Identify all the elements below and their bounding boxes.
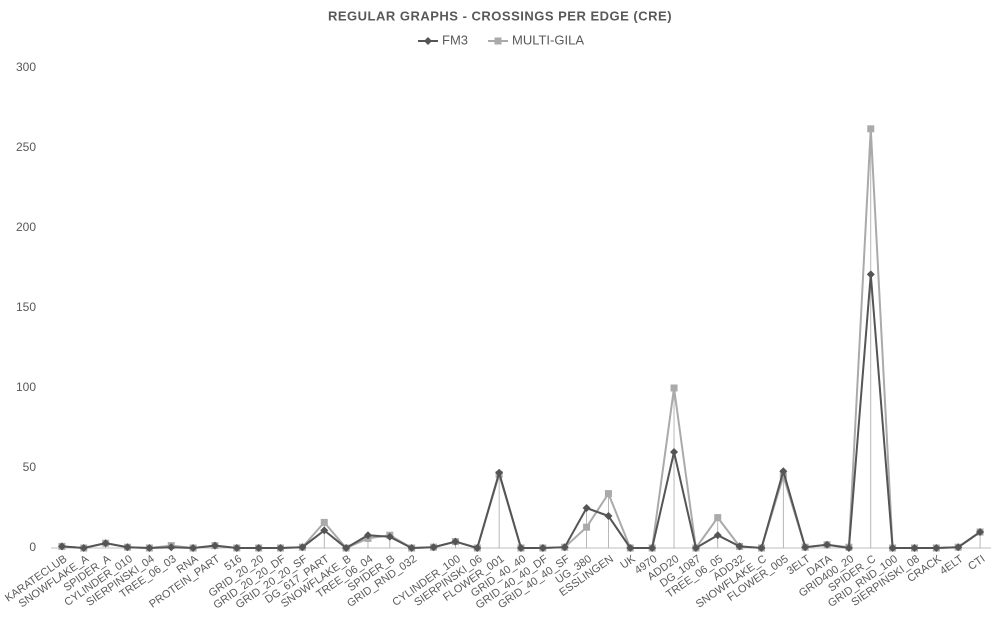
series-line — [61, 274, 981, 550]
marker — [779, 467, 788, 476]
marker — [954, 543, 963, 552]
marker — [714, 514, 722, 522]
marker — [232, 544, 241, 552]
marker — [757, 544, 766, 552]
marker — [189, 544, 198, 552]
marker — [604, 490, 612, 498]
marker — [626, 544, 635, 552]
marker — [342, 544, 351, 552]
marker — [320, 526, 329, 535]
marker — [429, 543, 438, 552]
marker — [888, 544, 897, 552]
marker — [560, 543, 569, 552]
marker — [254, 544, 263, 552]
x-tick-label: 4ELT — [938, 553, 966, 578]
marker — [167, 543, 176, 552]
marker — [713, 531, 722, 540]
marker — [495, 468, 504, 477]
legend-label: FM3 — [442, 32, 468, 47]
marker — [424, 37, 432, 45]
marker — [932, 544, 941, 552]
marker — [538, 544, 547, 552]
marker — [604, 512, 613, 520]
marker — [582, 504, 591, 512]
marker — [210, 541, 219, 550]
marker — [670, 448, 679, 456]
y-tick-label: 0 — [29, 540, 36, 554]
marker — [451, 537, 460, 546]
marker — [670, 384, 678, 392]
marker — [407, 544, 416, 552]
marker — [976, 528, 985, 536]
marker — [691, 544, 700, 552]
series — [57, 270, 985, 552]
marker — [866, 270, 875, 279]
marker — [517, 544, 525, 552]
legend-label: MULTI-GILA — [512, 32, 584, 47]
y-tick-label: 250 — [16, 140, 36, 154]
marker — [844, 544, 853, 552]
marker — [473, 544, 482, 552]
marker — [910, 544, 919, 552]
marker — [823, 540, 832, 549]
marker — [494, 37, 502, 45]
marker — [779, 472, 787, 480]
y-tick-label: 50 — [23, 460, 37, 474]
x-tick-label: CTI — [966, 553, 987, 573]
marker — [801, 543, 810, 552]
marker — [79, 544, 88, 552]
marker — [123, 543, 132, 552]
y-tick-label: 100 — [16, 380, 36, 394]
marker — [101, 539, 110, 548]
marker — [276, 544, 285, 552]
marker — [298, 543, 307, 552]
y-tick-label: 150 — [16, 300, 36, 314]
marker — [320, 518, 328, 526]
marker — [385, 532, 394, 541]
series — [58, 125, 984, 552]
y-tick-label: 300 — [16, 60, 36, 74]
marker — [57, 542, 66, 551]
y-tick-label: 200 — [16, 220, 36, 234]
marker — [583, 523, 591, 531]
series-line — [61, 128, 981, 551]
chart-title: REGULAR GRAPHS - CROSSINGS PER EDGE (CRE… — [328, 8, 672, 23]
marker — [648, 544, 657, 552]
marker — [145, 544, 154, 552]
marker — [363, 531, 372, 540]
marker — [867, 125, 875, 133]
marker — [735, 542, 744, 551]
